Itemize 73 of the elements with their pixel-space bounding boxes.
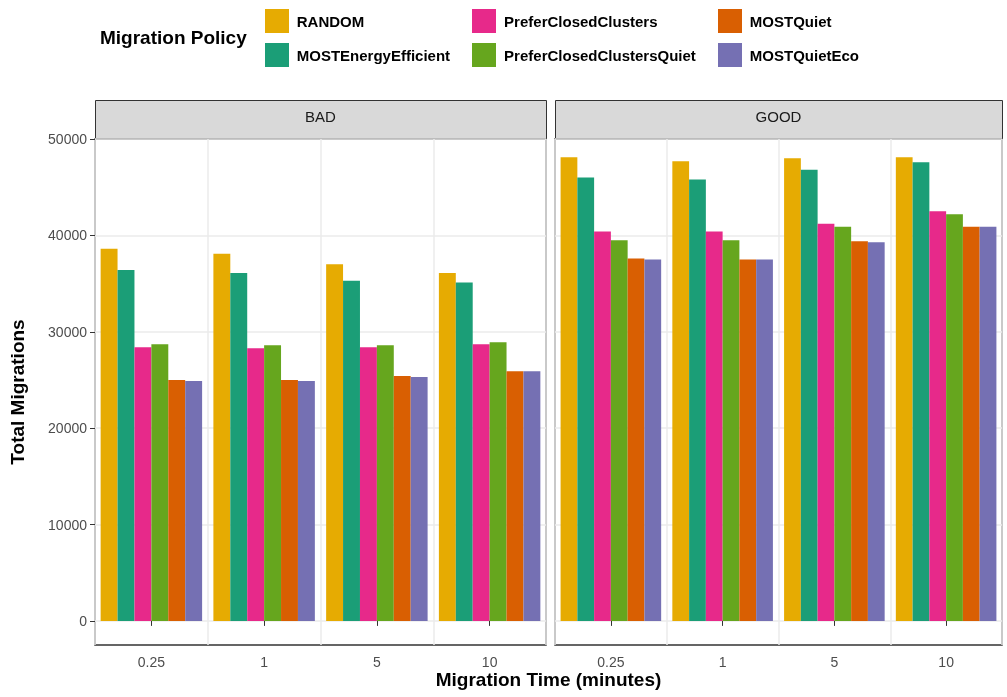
bar: [705, 231, 723, 621]
y-tick-label: 20000: [48, 420, 88, 437]
y-tick-label: 50000: [48, 131, 88, 147]
x-tick-label: 0.25: [137, 654, 166, 670]
chart-title: GOOD: [755, 108, 802, 125]
legend-title: Migration Policy: [100, 27, 247, 49]
bar: [455, 282, 473, 621]
x-tick-label: 10: [481, 654, 498, 670]
bar: [185, 380, 203, 621]
bar: [472, 344, 490, 621]
bar: [410, 377, 428, 621]
bar: [343, 280, 360, 621]
x-tick-label: 5: [372, 654, 381, 670]
bar: [393, 376, 411, 621]
bar: [962, 226, 980, 621]
legend-label: MOSTQuiet: [749, 12, 832, 30]
bar: [359, 347, 377, 621]
x-axis-title: Migration Time (minutes): [434, 669, 663, 691]
bar: [644, 259, 662, 621]
legend-label: RANDOM: [296, 12, 365, 30]
bar: [560, 157, 578, 621]
bar: [281, 379, 298, 621]
bar: [912, 162, 930, 621]
bar: [230, 272, 248, 621]
bar: [489, 342, 507, 621]
bar: [946, 214, 963, 621]
bar: [506, 371, 524, 621]
bar: [756, 259, 773, 621]
bar: [722, 240, 740, 621]
bar: [247, 348, 265, 621]
bar: [117, 270, 135, 621]
y-tick-label: 30000: [48, 323, 88, 340]
bar: [100, 248, 118, 621]
x-tick-label: 10: [938, 654, 955, 670]
bar: [867, 242, 885, 621]
bar: [979, 226, 997, 621]
bar: [817, 223, 835, 621]
x-tick-label: 1: [718, 654, 727, 670]
bar: [168, 379, 186, 621]
bar: [834, 226, 852, 621]
y-tick-label: 0: [79, 612, 88, 629]
y-tick-label: 40000: [48, 227, 88, 244]
bar: [627, 258, 645, 621]
bar: [151, 344, 169, 621]
legend-label: PreferClosedClustersQuiet: [504, 46, 696, 64]
bar: [895, 157, 913, 621]
bar: [594, 231, 611, 621]
bar: [523, 371, 541, 621]
bar: [264, 345, 282, 621]
x-tick-label: 5: [830, 654, 839, 670]
x-tick-label: 0.25: [597, 654, 625, 670]
bar: [134, 347, 152, 621]
bar: [689, 179, 706, 621]
bar: [672, 161, 690, 621]
legend-label: PreferClosedClusters: [504, 12, 658, 30]
legend-label: MOSTEnergyEfficient: [296, 46, 451, 64]
bar: [577, 177, 595, 621]
y-tick-label: 10000: [48, 516, 88, 533]
bar: [297, 380, 315, 621]
bar: [784, 158, 801, 621]
bar: [376, 345, 394, 621]
bar: [610, 240, 628, 621]
legend-label: MOSTQuietEco: [749, 46, 860, 64]
bar: [739, 259, 757, 621]
bar: [438, 272, 456, 621]
chart-title: BAD: [305, 108, 337, 125]
bar: [326, 264, 344, 621]
bar: [800, 169, 818, 621]
bar: [851, 241, 868, 621]
y-axis-title: Total Migrations: [7, 319, 28, 465]
x-tick-label: 1: [260, 654, 269, 670]
bar: [213, 253, 231, 621]
bar: [929, 211, 947, 621]
